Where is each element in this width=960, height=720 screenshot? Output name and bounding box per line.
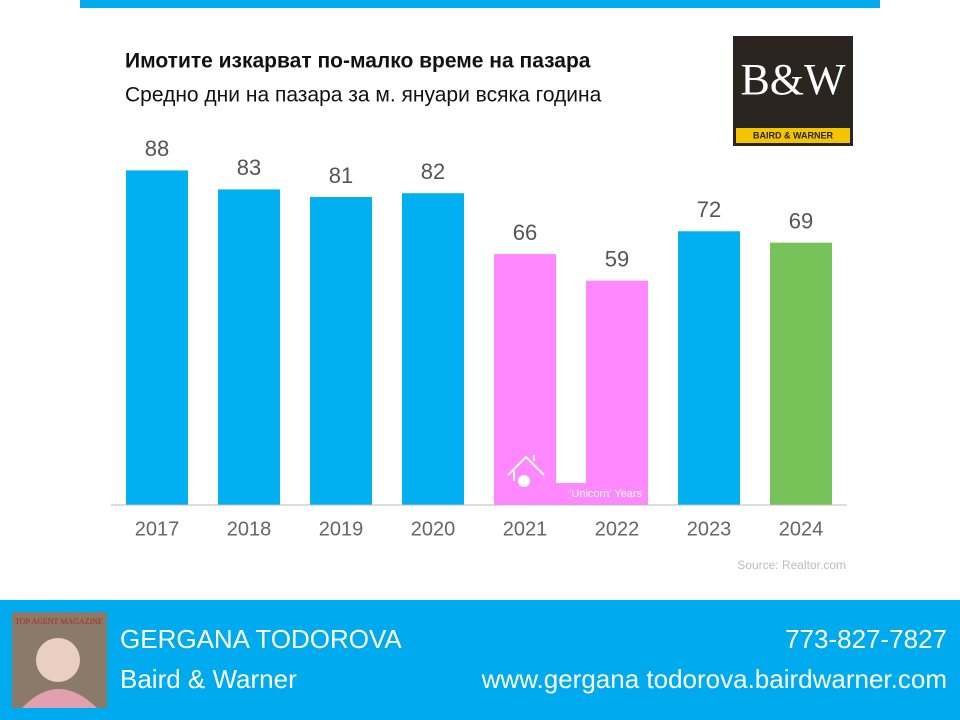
value-label: 82	[421, 159, 445, 184]
logo-box	[733, 36, 853, 146]
logo-text: BAIRD & WARNER	[753, 130, 833, 140]
source: Source: Realtor.com	[737, 558, 846, 572]
footer-phone: 773-827-7827	[785, 624, 947, 654]
bar	[678, 231, 740, 505]
photo-body	[22, 689, 97, 708]
logo-strip	[736, 128, 850, 143]
footer-name: GERGANA TODOROVA	[120, 624, 402, 654]
unicorn-icon	[507, 455, 545, 481]
chart-title: Имотите изкарват по-малко време на пазар…	[125, 50, 591, 73]
footer-website: www.gergana todorova.bairdwarner.com	[481, 664, 947, 694]
plot: 88 2017 83 2018 81 2019 82 2020 66 2021 59 2022 72 20…	[111, 136, 847, 540]
bar	[770, 242, 832, 505]
x-tick-label: 2020	[411, 518, 456, 540]
bar	[126, 170, 188, 505]
x-tick-label: 2023	[687, 518, 732, 540]
value-label: 72	[697, 197, 721, 222]
bar	[494, 254, 556, 505]
photo-caption: TOP AGENT MAGAZINE	[15, 617, 103, 626]
logo: B&W BAIRD & WARNER	[733, 36, 853, 146]
bar	[402, 193, 464, 505]
footer-company: Baird & Warner	[120, 664, 297, 694]
x-tick-label: 2021	[503, 518, 548, 540]
value-label: 69	[789, 208, 813, 233]
chart-subtitle: Средно дни на пазара за м. януари всяка …	[125, 84, 602, 107]
value-label: 66	[513, 220, 537, 245]
bar	[586, 280, 648, 505]
logo-mark: B&W	[740, 55, 846, 104]
bar	[218, 189, 280, 506]
value-label: 59	[605, 246, 629, 271]
value-label: 83	[237, 155, 261, 180]
photo-face	[36, 638, 80, 682]
photo: TOP AGENT MAGAZINE	[12, 612, 107, 708]
footer-band	[0, 600, 960, 720]
x-tick-label: 2022	[595, 518, 640, 540]
x-tick-label: 2024	[779, 518, 824, 540]
bar	[310, 197, 372, 505]
annotation-band	[494, 483, 648, 505]
x-tick-label: 2018	[227, 518, 272, 540]
annotation: 'Unicorn' Years	[569, 488, 642, 500]
value-label: 81	[329, 163, 353, 188]
x-tick-label: 2017	[135, 518, 180, 540]
unicorn-head	[518, 475, 530, 487]
value-label: 88	[145, 136, 169, 161]
top-band	[80, 0, 880, 8]
x-tick-label: 2019	[319, 518, 364, 540]
